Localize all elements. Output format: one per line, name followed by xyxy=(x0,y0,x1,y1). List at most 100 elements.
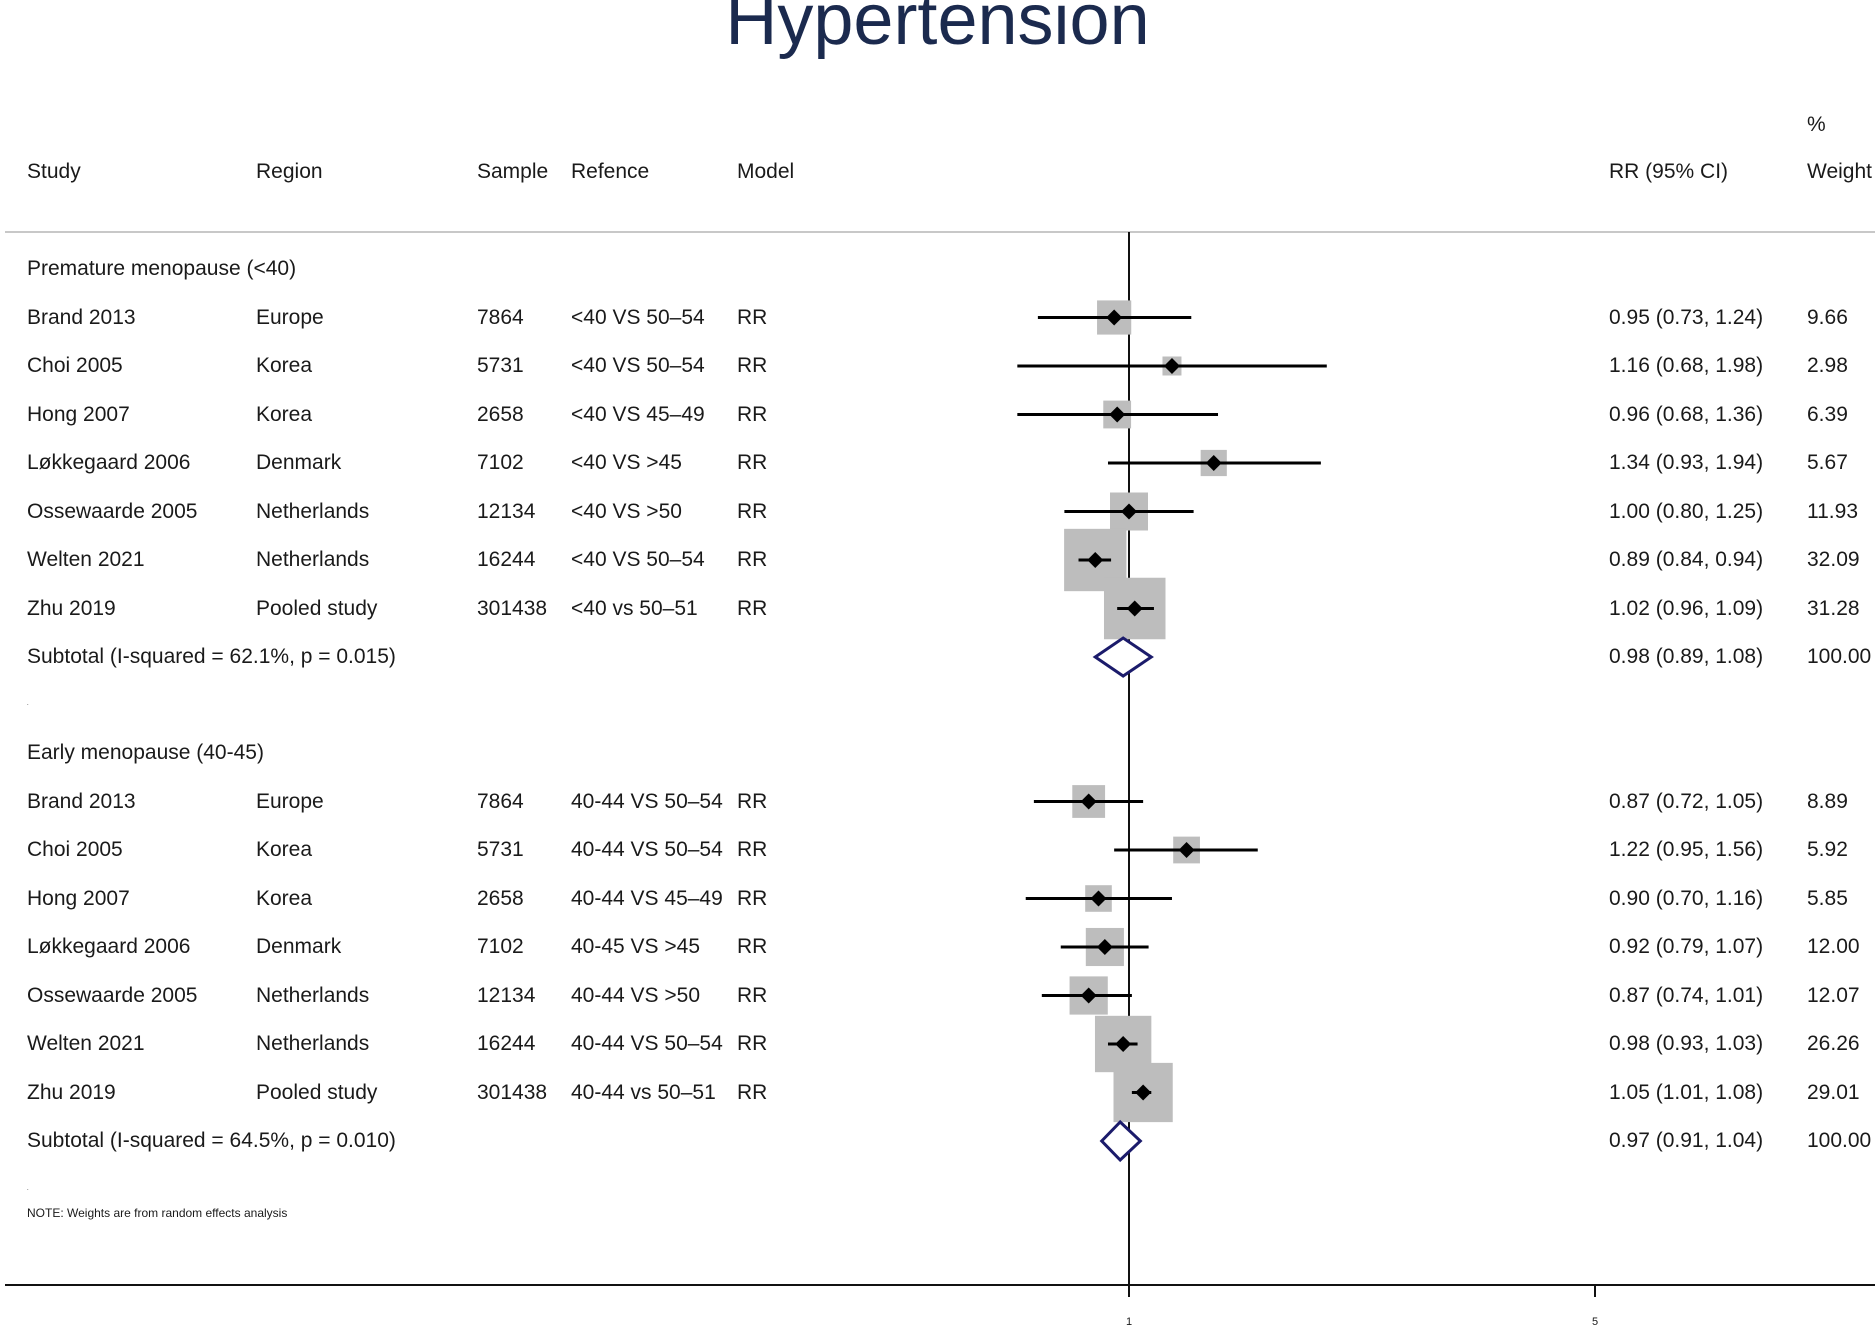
weight-percent-header: % xyxy=(1807,113,1826,136)
point-estimate xyxy=(1163,358,1180,374)
weight-cell: 29.01 xyxy=(1807,1080,1860,1104)
chart-title: Hypertension xyxy=(725,0,1150,60)
study-name: Hong 2007 xyxy=(27,402,130,426)
sample-cell: 5731 xyxy=(477,354,524,377)
point-estimate xyxy=(1080,793,1097,810)
sample-cell: 7864 xyxy=(477,305,524,329)
rr-ci-cell: 0.95 (0.73, 1.24) xyxy=(1609,305,1764,329)
region-cell: Korea xyxy=(256,354,313,377)
refence-cell: 40-44 VS 45–49 xyxy=(571,886,723,910)
refence-cell: <40 VS >45 xyxy=(571,451,682,474)
region-cell: Korea xyxy=(256,886,313,910)
subtotal-weight: 100.00 xyxy=(1807,1129,1872,1152)
region-cell: Pooled study xyxy=(256,596,378,620)
rr-ci-header: RR (95% CI) xyxy=(1609,160,1729,183)
model-cell: RR xyxy=(737,886,768,910)
model-cell: RR xyxy=(737,789,768,813)
model-cell: RR xyxy=(737,596,768,620)
subtotal-ci: 0.97 (0.91, 1.04) xyxy=(1609,1129,1764,1152)
sample-cell: 301438 xyxy=(477,1080,548,1104)
weight-cell: 6.39 xyxy=(1807,402,1848,426)
point-estimate xyxy=(1115,1036,1132,1052)
refence-cell: <40 VS 50–54 xyxy=(571,354,705,377)
study-name: Hong 2007 xyxy=(27,886,130,910)
model-header: Model xyxy=(737,160,795,183)
study-name: Ossewaarde 2005 xyxy=(27,983,198,1007)
sample-cell: 7102 xyxy=(477,935,524,958)
region-cell: Korea xyxy=(256,402,313,426)
weight-cell: 5.92 xyxy=(1807,838,1848,861)
separator-dot: . xyxy=(27,1186,29,1192)
study-name: Zhu 2019 xyxy=(27,596,116,620)
point-estimate xyxy=(1178,842,1195,858)
refence-cell: 40-45 VS >45 xyxy=(571,935,701,958)
rr-ci-cell: 0.90 (0.70, 1.16) xyxy=(1609,886,1764,910)
study-name: Welten 2021 xyxy=(27,1032,145,1055)
region-cell: Denmark xyxy=(256,451,342,474)
model-cell: RR xyxy=(737,1080,768,1104)
weight-cell: 12.07 xyxy=(1807,983,1860,1007)
weight-cell: 2.98 xyxy=(1807,354,1848,377)
model-cell: RR xyxy=(737,451,768,474)
sample-cell: 12134 xyxy=(477,983,536,1007)
model-cell: RR xyxy=(737,983,768,1007)
rr-ci-cell: 1.22 (0.95, 1.56) xyxy=(1609,838,1764,861)
sample-cell: 2658 xyxy=(477,402,524,426)
group-label: Premature menopause (<40) xyxy=(27,257,297,280)
weight-cell: 12.00 xyxy=(1807,935,1860,958)
point-estimate xyxy=(1135,1084,1152,1101)
region-cell: Denmark xyxy=(256,935,342,958)
region-cell: Europe xyxy=(256,789,324,813)
point-estimate xyxy=(1090,890,1107,907)
refence-header: Refence xyxy=(571,160,650,183)
sample-cell: 2658 xyxy=(477,886,524,910)
region-cell: Europe xyxy=(256,305,324,329)
model-cell: RR xyxy=(737,354,768,377)
study-name: Brand 2013 xyxy=(27,789,136,813)
refence-cell: <40 VS 50–54 xyxy=(571,305,705,329)
weight-cell: 5.85 xyxy=(1807,886,1848,910)
x-tick-label: 5 xyxy=(1592,1316,1599,1328)
model-cell: RR xyxy=(737,305,768,329)
subtotal-label: Subtotal (I-squared = 62.1%, p = 0.015) xyxy=(27,645,396,668)
weight-cell: 31.28 xyxy=(1807,596,1860,620)
region-cell: Netherlands xyxy=(256,499,370,523)
rr-ci-cell: 1.02 (0.96, 1.09) xyxy=(1609,596,1764,620)
refence-cell: 40-44 VS 50–54 xyxy=(571,789,723,813)
model-cell: RR xyxy=(737,838,768,861)
subtotal-weight: 100.00 xyxy=(1807,645,1872,668)
model-cell: RR xyxy=(737,935,768,958)
region-cell: Pooled study xyxy=(256,1080,378,1104)
point-estimate xyxy=(1080,987,1097,1004)
model-cell: RR xyxy=(737,548,768,571)
study-name: Choi 2005 xyxy=(27,354,123,377)
sample-cell: 5731 xyxy=(477,838,524,861)
subtotal-ci: 0.98 (0.89, 1.08) xyxy=(1609,645,1764,668)
region-cell: Netherlands xyxy=(256,983,370,1007)
rr-ci-cell: 0.87 (0.74, 1.01) xyxy=(1609,983,1764,1007)
subtotal-diamond xyxy=(1092,636,1154,678)
study-name: Welten 2021 xyxy=(27,548,145,571)
refence-cell: <40 VS >50 xyxy=(571,499,682,523)
point-estimate xyxy=(1087,552,1104,568)
rr-ci-cell: 0.89 (0.84, 0.94) xyxy=(1609,548,1764,571)
refence-cell: 40-44 VS >50 xyxy=(571,983,701,1007)
weight-cell: 32.09 xyxy=(1807,548,1860,571)
study-name: Brand 2013 xyxy=(27,305,136,329)
rr-ci-cell: 1.34 (0.93, 1.94) xyxy=(1609,451,1764,474)
region-cell: Netherlands xyxy=(256,1032,370,1055)
weight-cell: 26.26 xyxy=(1807,1032,1860,1055)
sample-header: Sample xyxy=(477,160,549,183)
point-estimate xyxy=(1096,939,1113,955)
weight-cell: 8.89 xyxy=(1807,789,1848,813)
study-name: Ossewaarde 2005 xyxy=(27,499,198,523)
model-cell: RR xyxy=(737,499,768,523)
region-cell: Korea xyxy=(256,838,313,861)
region-cell: Netherlands xyxy=(256,548,370,571)
refence-cell: 40-44 vs 50–51 xyxy=(571,1080,716,1104)
point-estimate xyxy=(1106,309,1123,326)
sample-cell: 301438 xyxy=(477,596,548,620)
weight-cell: 11.93 xyxy=(1807,499,1858,523)
weight-cell: 9.66 xyxy=(1807,305,1848,329)
